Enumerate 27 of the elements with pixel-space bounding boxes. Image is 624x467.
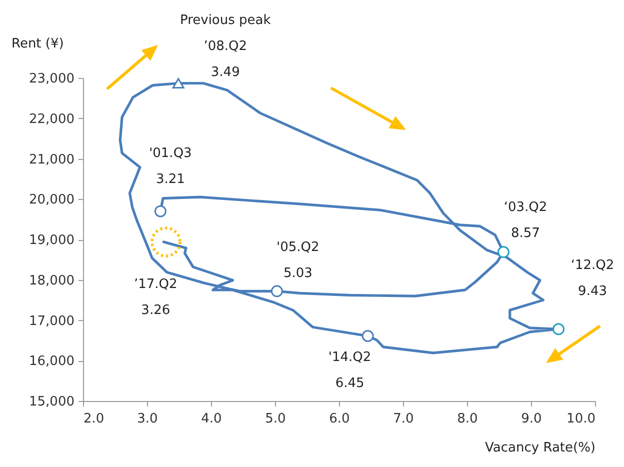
y-tick-label: 21,000 [29, 152, 74, 168]
x-tick-label: 4.0 [201, 412, 222, 426]
annotation: '14.Q2 6.45 [328, 350, 372, 391]
annotation: '01.Q3 3.21 [149, 146, 192, 188]
y-tick-label: 18,000 [29, 273, 74, 288]
y-tick-label: 19,000 [29, 233, 74, 248]
x-tick-label: 5.0 [265, 412, 286, 426]
x-tick-label: 10.0 [566, 412, 596, 426]
y-tick-label: 17,000 [29, 314, 74, 329]
annotation: Previous peak ’08.Q2 3.49 [180, 13, 272, 80]
y-axis-title: Rent (¥) [12, 36, 64, 52]
x-tick-label: 3.0 [137, 412, 158, 426]
x-tick-label: 7.0 [393, 412, 414, 426]
y-tick-label: 16,000 [29, 354, 74, 370]
x-tick-label: 2.0 [84, 412, 104, 426]
annotation: '05.Q2 5.03 [276, 240, 320, 282]
y-tick-label: 22,000 [29, 112, 74, 127]
annotation: ’17.Q2 3.26 [134, 276, 178, 318]
annotation: ‘03.Q2 8.57 [504, 200, 548, 242]
y-tick-label: 23,000 [29, 72, 74, 86]
x-tick-label: 8.0 [457, 412, 478, 426]
x-tick-label: 9.0 [521, 412, 542, 426]
x-axis-title: Vacancy Rate(%) [485, 440, 596, 456]
y-tick-label: 20,000 [29, 192, 74, 208]
x-tick-label: 6.0 [329, 412, 350, 426]
annotation: ‘12.Q2 9.43 [570, 258, 614, 300]
y-tick-label: 15,000 [29, 394, 74, 410]
